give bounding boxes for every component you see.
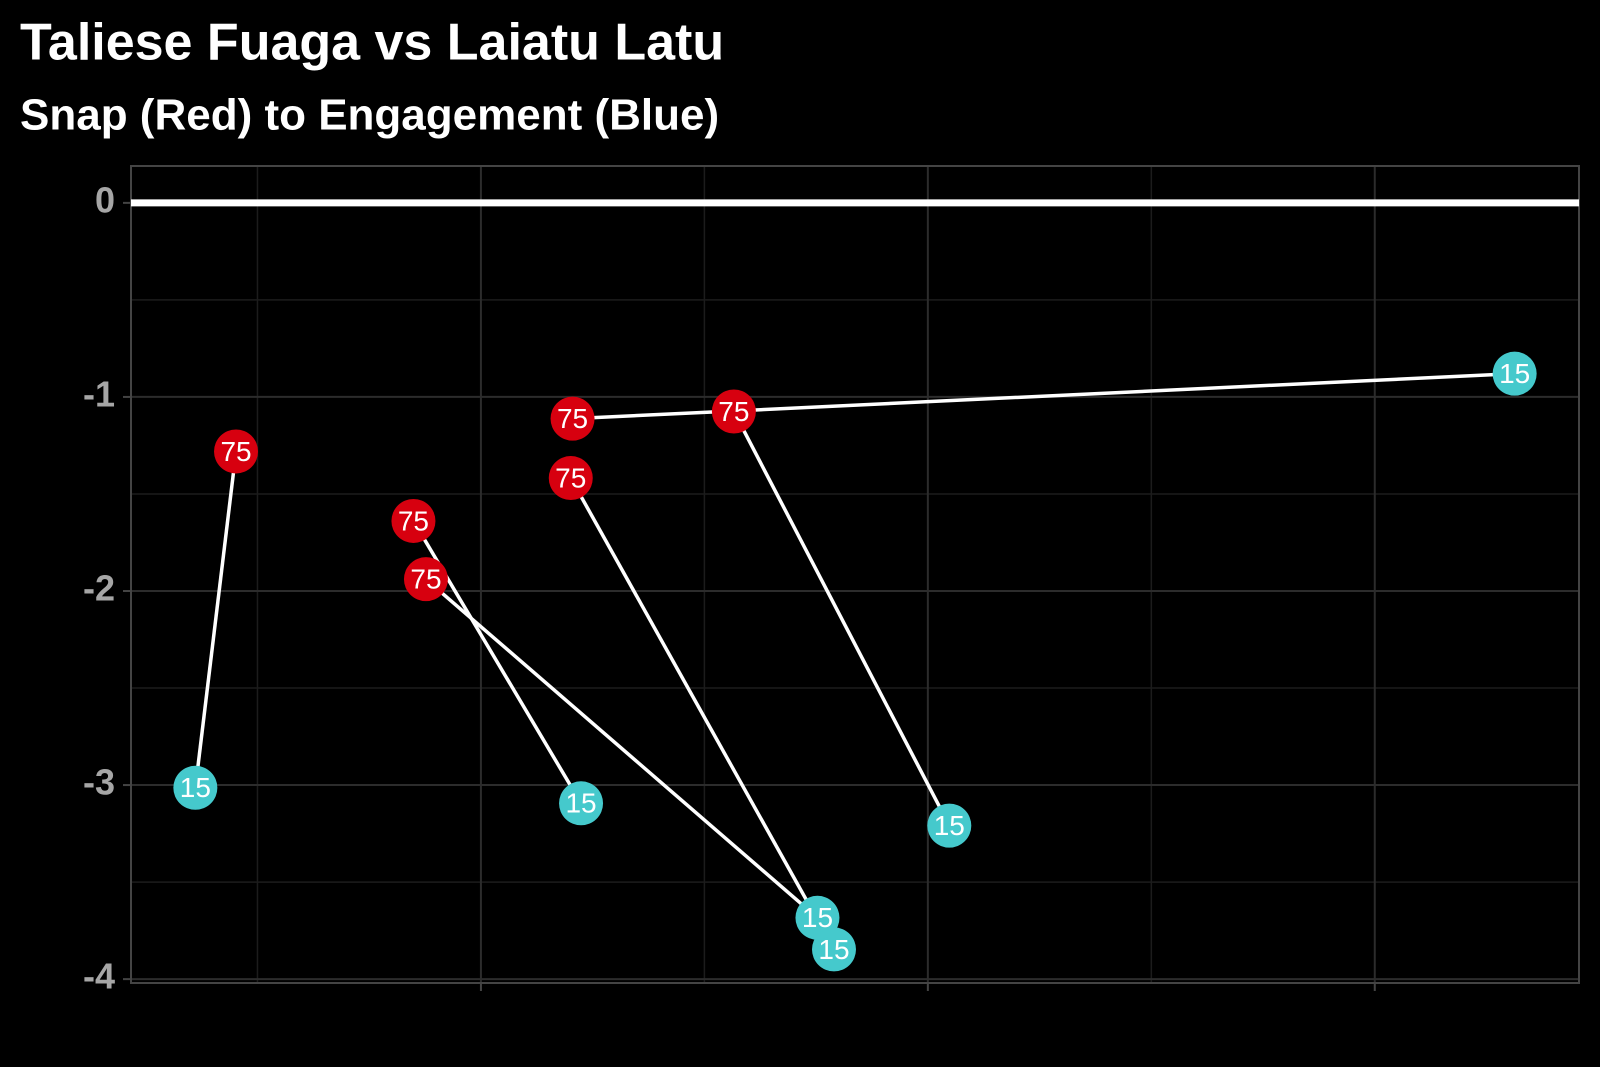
point-label: 75 <box>718 396 749 427</box>
y-tick-label: -4 <box>83 956 115 997</box>
point-label: 75 <box>555 462 586 493</box>
point <box>1492 351 1537 396</box>
point-label: 15 <box>934 810 965 841</box>
chart-subtitle: Snap (Red) to Engagement (Blue) <box>20 91 719 140</box>
point <box>548 456 593 501</box>
point <box>391 498 436 543</box>
point-label: 15 <box>818 934 849 965</box>
chart-title: Taliese Fuaga vs Laiatu Latu <box>20 14 724 72</box>
point <box>795 895 840 940</box>
point-label: 15 <box>802 902 833 933</box>
y-tick-label: -1 <box>83 373 115 414</box>
connector <box>569 477 836 951</box>
point-label: 75 <box>410 564 441 595</box>
plot-border <box>130 165 1580 984</box>
point <box>214 429 259 474</box>
y-tick-label: -3 <box>83 762 115 803</box>
point <box>711 389 756 434</box>
point-label: 75 <box>220 436 251 467</box>
point-label: 15 <box>1499 358 1530 389</box>
connector <box>732 410 951 827</box>
connector <box>193 451 238 788</box>
point <box>403 557 448 602</box>
point <box>550 396 595 441</box>
y-tick-label: 0 <box>95 179 115 220</box>
point-label: 15 <box>565 788 596 819</box>
y-tick-label: -2 <box>83 568 115 609</box>
point-label: 75 <box>398 505 429 536</box>
point <box>173 765 218 810</box>
connector <box>424 577 819 920</box>
point-label: 15 <box>180 772 211 803</box>
point <box>927 803 972 848</box>
point <box>559 781 604 826</box>
point-label: 75 <box>557 403 588 434</box>
